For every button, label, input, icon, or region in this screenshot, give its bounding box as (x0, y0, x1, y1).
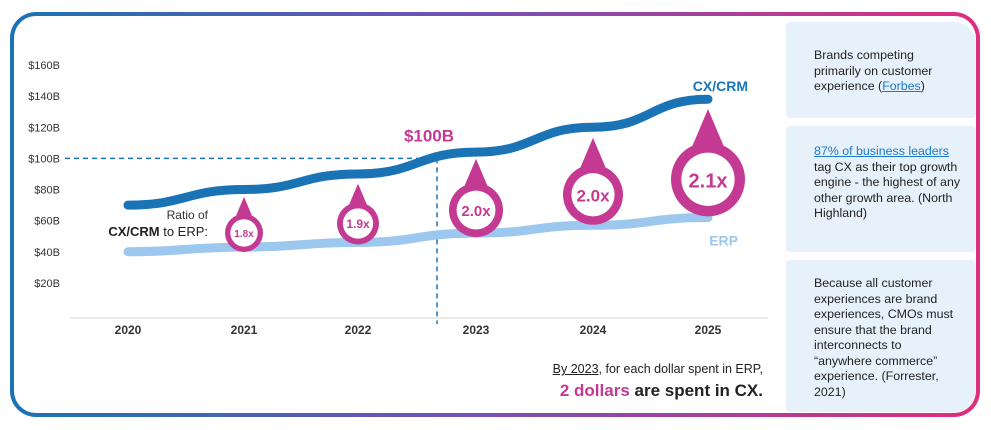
footnote-line1: , for each dollar spent in ERP, (598, 362, 763, 376)
ratio-bubble-center (230, 219, 258, 247)
business-leaders-link[interactable]: 87% of business leaders (814, 144, 950, 158)
ratio-label-line1: Ratio of (167, 208, 209, 222)
y-tick-label: $20B (34, 278, 60, 290)
footnote-line2: 2 dollars are spent in CX. (553, 381, 763, 401)
y-tick-label: $60B (34, 216, 60, 228)
panel2-text: tag CX as their top growth engine - the … (814, 159, 961, 221)
x-tick-label: 2025 (695, 323, 722, 337)
ratio-label-rest: to ERP: (163, 224, 208, 239)
side-panel-forbes: Brands competing primarily on customer e… (786, 22, 976, 118)
footnote-underlined: By 2023 (552, 362, 599, 376)
ratio-bubble-center (681, 152, 735, 206)
forbes-link[interactable]: Forbes (882, 79, 921, 93)
chart-footnote: By 2023, for each dollar spent in ERP, 2… (553, 362, 763, 401)
series-line-cxcrm (123, 94, 713, 210)
ratio-bubble-center (571, 173, 615, 217)
ratio-bubble-label: 1.8x (234, 229, 254, 240)
panel1-close: ) (920, 79, 925, 93)
highlight-label: $100B (404, 126, 454, 145)
y-tick-label: $100B (28, 153, 60, 165)
side-panel-north-highland: 87% of business leaders tag CX as their … (786, 126, 976, 252)
x-tick-label: 2020 (115, 323, 142, 337)
y-tick-label: $160B (28, 60, 60, 72)
ratio-bubble-label: 1.9x (346, 217, 370, 231)
ratio-bubble-label: 2.0x (576, 186, 610, 205)
series-line-erp (123, 213, 713, 257)
panel3-text: Because all customer experiences are bra… (814, 276, 954, 399)
x-tick-label: 2021 (231, 323, 258, 337)
ratio-label-line2: CX/CRM to ERP: (108, 224, 208, 239)
y-tick-label: $80B (34, 185, 60, 197)
ratio-label-bold: CX/CRM (108, 224, 163, 239)
ratio-bubble-center (456, 190, 496, 230)
y-tick-label: $40B (34, 247, 60, 259)
footnote-highlight: 2 dollars (559, 381, 630, 400)
footnote-line2-rest: are spent in CX. (634, 381, 763, 400)
y-tick-label: $140B (28, 91, 60, 103)
series-label-cxcrm: CX/CRM (693, 78, 748, 94)
x-tick-label: 2024 (580, 323, 607, 337)
ratio-bubble-center (342, 208, 374, 239)
x-tick-label: 2023 (463, 323, 490, 337)
ratio-bubble-label: 2.0x (461, 203, 491, 220)
side-panel-forrester: Because all customer experiences are bra… (786, 260, 976, 412)
series-label-erp: ERP (709, 233, 738, 249)
y-tick-label: $120B (28, 122, 60, 134)
x-tick-label: 2022 (345, 323, 372, 337)
ratio-bubble-label: 2.1x (689, 170, 728, 192)
panel1-text: Brands competing primarily on customer e… (814, 48, 933, 93)
